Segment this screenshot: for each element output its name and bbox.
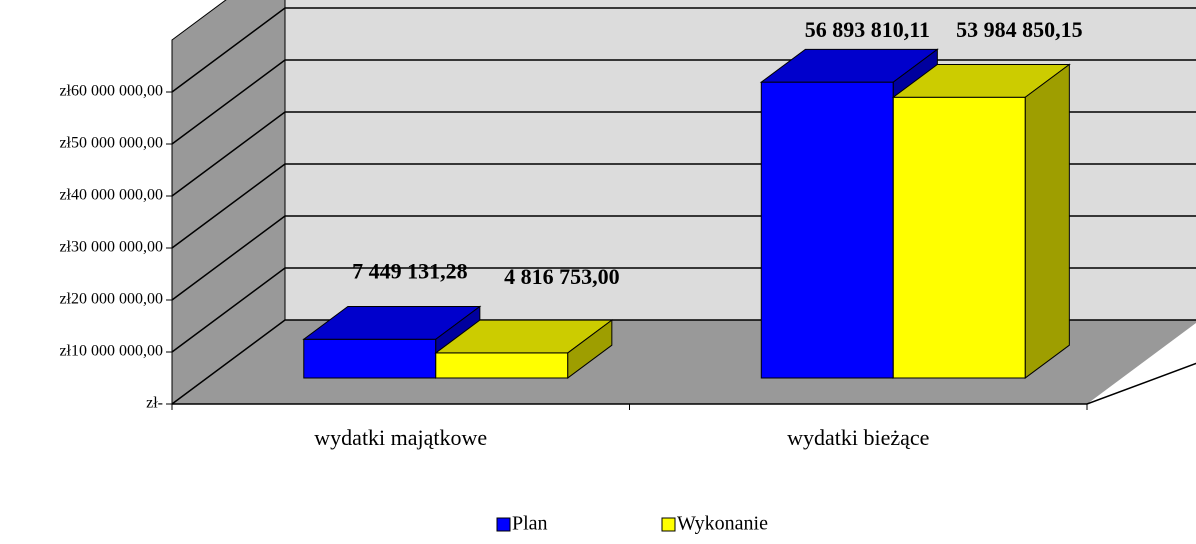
legend-label: Wykonanie [677, 513, 768, 535]
x-tick-label: wydatki bieżące [787, 425, 929, 450]
legend-label: Plan [512, 513, 548, 535]
legend-swatch [661, 517, 676, 532]
bar-side [1024, 63, 1070, 379]
grid-line [171, 7, 1196, 93]
y-tick-label: zł- [146, 395, 163, 412]
y-tick-label: zł20 000 000,00 [59, 291, 163, 308]
bar-front [760, 81, 894, 379]
y-tick-label: zł60 000 000,00 [59, 83, 163, 100]
legend-swatch [496, 517, 511, 532]
bar-front [892, 96, 1026, 379]
x-tick-label: wydatki majątkowe [314, 425, 487, 450]
value-label: 4 816 753,00 [504, 264, 620, 289]
value-label: 56 893 810,11 [805, 17, 930, 42]
bar-front [435, 352, 569, 379]
bar-side [567, 319, 613, 379]
bar-front [303, 338, 437, 379]
grid-line [171, 59, 1196, 145]
y-tick-label: zł30 000 000,00 [59, 239, 163, 256]
y-tick-label: zł10 000 000,00 [59, 343, 163, 360]
value-label: 7 449 131,28 [352, 259, 468, 284]
y-tick-label: zł40 000 000,00 [59, 187, 163, 204]
y-tick-label: zł50 000 000,00 [59, 135, 163, 152]
value-label: 53 984 850,15 [956, 17, 1083, 42]
